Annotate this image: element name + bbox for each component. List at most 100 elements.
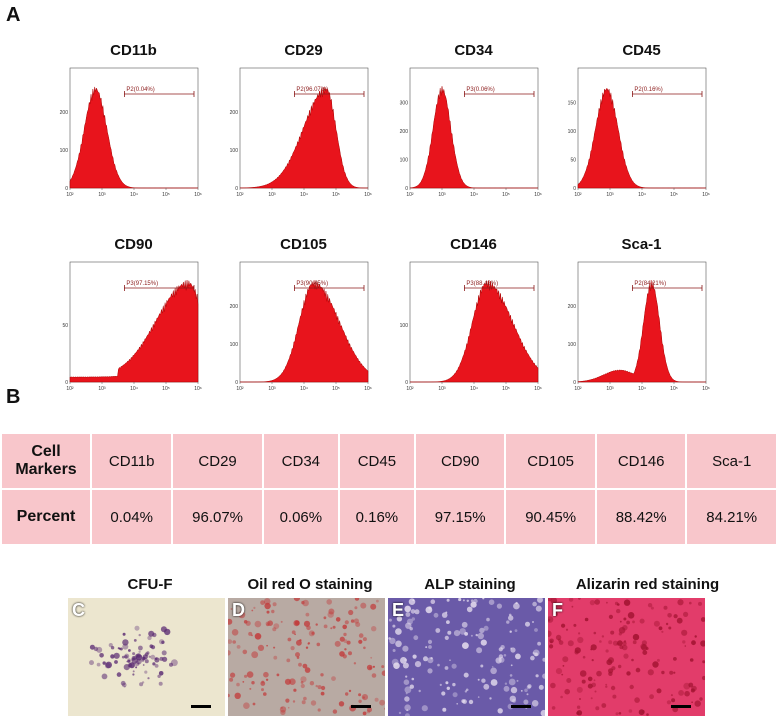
photo-speck: [508, 678, 516, 686]
photo-speck: [113, 652, 120, 659]
photo-speck: [379, 699, 385, 706]
photo-speck: [141, 658, 145, 662]
photo-speck: [671, 698, 676, 703]
photo-speck: [503, 654, 507, 657]
photo-speck: [396, 616, 403, 622]
y-tick-label: 150: [568, 101, 577, 107]
photo-speck: [309, 681, 315, 686]
photo-speck: [353, 662, 357, 665]
photo-speck: [535, 605, 542, 612]
photo-speck: [548, 598, 552, 602]
photo-speck: [252, 702, 256, 706]
photo-speck: [139, 682, 144, 687]
photo-speck: [135, 654, 139, 658]
x-tick-label: 10²: [236, 386, 244, 392]
photo-speck: [395, 628, 402, 635]
photo-speck: [435, 628, 441, 633]
scale-bar: [671, 705, 691, 708]
photo-speck: [405, 612, 411, 617]
photo-speck: [230, 672, 236, 678]
x-tick-label: 10⁶: [364, 192, 372, 198]
photo-speck: [555, 668, 563, 675]
photo-speck: [362, 711, 367, 716]
photo-speck: [348, 609, 354, 616]
histogram-cd11b: CD11b P2(0.04%) 10² 10³ 10⁴ 10⁵ 10⁶ 0 100 200: [56, 42, 211, 217]
photo-texture: [89, 625, 178, 688]
photo-speck: [292, 700, 296, 703]
photo-speck: [280, 709, 286, 716]
y-tick-label: 0: [235, 186, 238, 192]
photo-speck: [159, 639, 165, 645]
photo-speck: [677, 599, 684, 606]
scale-bar: [351, 705, 371, 708]
photo-speck: [540, 709, 545, 716]
photo-speck: [480, 664, 484, 668]
photo-speck: [142, 664, 145, 666]
photo-speck: [445, 681, 449, 685]
photo-speck: [451, 663, 457, 669]
photo-speck: [490, 667, 497, 675]
photo-speck: [303, 696, 307, 701]
photo-speck: [466, 606, 473, 613]
histogram-title: CD45: [622, 42, 661, 59]
photo-speck: [584, 617, 589, 622]
photo-speck: [446, 620, 450, 624]
photo-speck: [512, 698, 517, 703]
photo-speck: [498, 654, 504, 659]
photo-speck: [542, 673, 545, 679]
photo-speck: [132, 652, 136, 656]
photo-speck: [558, 640, 564, 645]
photo-speck: [300, 681, 304, 684]
photo-speck: [124, 655, 128, 659]
y-tick-label: 0: [235, 380, 238, 386]
photo-speck: [433, 612, 439, 618]
photo-speck: [623, 599, 631, 606]
gate-label: P2(0.16%): [634, 87, 662, 93]
photo-speck: [132, 673, 135, 676]
photo-speck: [449, 659, 451, 661]
y-tick-label: 100: [400, 323, 409, 329]
histogram-title: Sca-1: [621, 236, 662, 253]
gate-label: P3(97.15%): [126, 281, 158, 287]
photo-speck: [503, 685, 510, 692]
x-tick-label: 10⁵: [670, 386, 678, 392]
photo-speck: [632, 620, 635, 624]
histogram-cd45: CD45 P2(0.16%) 10² 10³ 10⁴ 10⁵ 10⁶ 0 50 100 150: [564, 42, 719, 217]
photo-speck: [463, 672, 469, 678]
photo-speck: [477, 632, 484, 640]
photo-speck: [96, 662, 101, 667]
photo-speck: [161, 640, 165, 644]
photo-speck: [158, 681, 163, 686]
x-tick-label: 10²: [406, 192, 414, 198]
table-cell: 84.21%: [687, 490, 776, 544]
photo-speck: [509, 630, 512, 633]
photo-speck: [321, 685, 326, 691]
photo-speck: [477, 696, 480, 698]
photo-speck: [574, 647, 581, 654]
photo-speck: [531, 700, 539, 707]
photo-speck: [345, 692, 349, 696]
photo-title: Oil red O staining: [247, 576, 373, 593]
photo-speck: [504, 682, 508, 685]
staining-photo: F: [548, 598, 705, 716]
photo-speck: [236, 645, 241, 649]
photo-speck: [254, 620, 262, 628]
photo-speck: [242, 681, 245, 683]
photo-speck: [619, 620, 622, 623]
gate-label: P3(88.42%): [466, 281, 498, 287]
histogram-plot: P2(96.07%) 10² 10³ 10⁴ 10⁵ 10⁶ 0 100 200: [230, 67, 372, 198]
photo-speck: [411, 677, 415, 681]
x-tick-label: 10³: [268, 192, 276, 198]
photo-speck: [462, 642, 469, 649]
photo-speck: [147, 677, 150, 680]
table-cell: CD45: [339, 434, 414, 488]
x-tick-label: 10⁶: [702, 386, 710, 392]
table-cell: 97.15%: [415, 490, 505, 544]
y-tick-label: 100: [230, 342, 239, 348]
photo-speck: [372, 665, 375, 668]
photo-speck: [479, 627, 485, 634]
photo-speck: [477, 678, 480, 681]
histogram-title: CD90: [114, 236, 153, 253]
photo-speck: [595, 706, 600, 711]
photo-speck: [548, 616, 554, 623]
